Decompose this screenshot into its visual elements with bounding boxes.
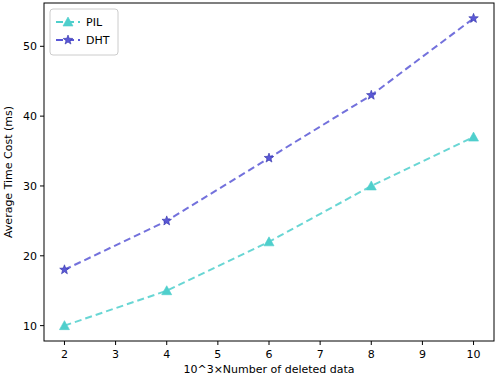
x-tick-label: 4	[163, 348, 170, 361]
x-tick	[473, 341, 474, 345]
series-line	[64, 18, 473, 269]
x-tick	[64, 341, 65, 345]
x-tick-label: 5	[214, 348, 221, 361]
x-tick-label: 6	[266, 348, 273, 361]
y-tick-label: 40	[23, 110, 37, 123]
series-line	[64, 137, 473, 326]
x-tick	[269, 341, 270, 345]
series-marker	[59, 321, 69, 330]
series-marker	[469, 13, 479, 22]
series-marker	[162, 286, 172, 295]
x-tick-label: 9	[419, 348, 426, 361]
y-tick	[40, 185, 44, 186]
y-tick	[40, 255, 44, 256]
x-tick-label: 8	[368, 348, 375, 361]
series-marker	[162, 216, 172, 225]
x-tick	[371, 341, 372, 345]
series-marker	[264, 153, 274, 162]
series-marker	[469, 132, 479, 141]
plot-frame	[44, 3, 494, 341]
x-tick	[115, 341, 116, 345]
y-tick-label: 10	[23, 320, 37, 333]
series-marker	[264, 237, 274, 246]
legend-marker	[63, 17, 73, 26]
x-tick-label: 10	[467, 348, 481, 361]
x-tick	[217, 341, 218, 345]
series-marker	[60, 265, 70, 274]
x-tick-label: 7	[317, 348, 324, 361]
chart: 2 3 4 5 6 7 8 9 10 10 20 30 40 50 10^3×Number of delet…	[0, 0, 500, 378]
x-tick	[422, 341, 423, 345]
x-tick	[320, 341, 321, 345]
legend-box	[50, 9, 118, 55]
x-axis-label: 10^3×Number of deleted data	[183, 363, 354, 376]
series-marker	[366, 181, 376, 190]
legend-marker	[63, 35, 73, 44]
x-tick	[166, 341, 167, 345]
y-axis-label: Average Time Cost (ms)	[2, 106, 15, 238]
y-tick	[40, 325, 44, 326]
x-tick-label: 3	[112, 348, 119, 361]
y-tick-label: 30	[23, 180, 37, 193]
y-tick-label: 50	[23, 40, 37, 53]
y-tick	[40, 46, 44, 47]
x-tick-label: 2	[61, 348, 68, 361]
series-marker	[367, 90, 377, 99]
legend-label: DHT	[86, 34, 110, 47]
plot-area	[59, 13, 478, 329]
legend-label: PIL	[86, 16, 103, 29]
y-tick	[40, 116, 44, 117]
y-tick-label: 20	[23, 250, 37, 263]
legend: PIL DHT	[50, 9, 118, 55]
